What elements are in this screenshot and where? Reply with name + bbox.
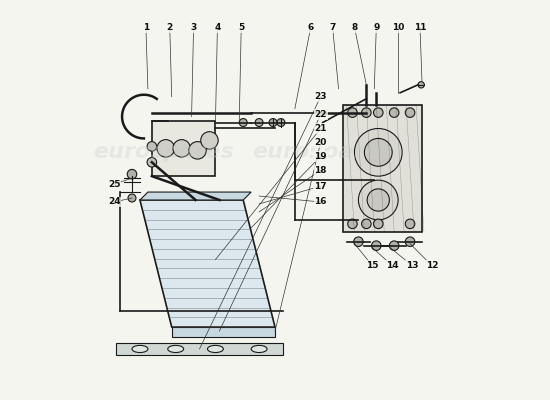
Text: 22: 22 [315,110,327,119]
Circle shape [389,241,399,250]
Text: 25: 25 [108,180,120,189]
Text: 10: 10 [392,23,404,32]
Circle shape [269,118,277,126]
Circle shape [201,132,218,149]
Circle shape [405,219,415,228]
Text: 7: 7 [329,23,336,32]
Text: 1: 1 [143,23,149,32]
Circle shape [373,108,383,117]
Polygon shape [116,343,283,355]
Circle shape [348,219,358,228]
Ellipse shape [207,345,223,352]
Text: 2: 2 [167,23,173,32]
Text: 5: 5 [238,23,244,32]
Circle shape [361,219,371,228]
Circle shape [239,118,247,126]
Text: 8: 8 [351,23,358,32]
Circle shape [373,219,383,228]
Text: 19: 19 [315,152,327,161]
Bar [343,105,422,232]
Text: 4: 4 [214,23,221,32]
Polygon shape [140,192,251,200]
Circle shape [372,241,381,250]
Text: 21: 21 [315,124,327,133]
Polygon shape [140,200,275,327]
Circle shape [277,118,285,126]
Circle shape [405,237,415,246]
Text: 23: 23 [315,92,327,101]
Circle shape [354,237,363,246]
Polygon shape [172,327,275,337]
Circle shape [354,128,402,176]
Circle shape [255,118,263,126]
Text: 24: 24 [108,198,120,206]
Circle shape [128,194,136,202]
Circle shape [157,140,174,157]
Text: 13: 13 [406,261,419,270]
Circle shape [147,142,157,151]
Ellipse shape [132,345,148,352]
Bar [152,120,216,176]
Circle shape [127,170,137,179]
Circle shape [405,108,415,117]
Circle shape [418,82,425,88]
Text: 6: 6 [307,23,314,32]
Text: 20: 20 [315,138,327,147]
Circle shape [361,108,371,117]
Ellipse shape [251,345,267,352]
Text: 18: 18 [315,166,327,175]
Circle shape [348,108,358,117]
Circle shape [389,108,399,117]
Text: 11: 11 [414,23,426,32]
Circle shape [173,140,190,157]
Text: eurospares: eurospares [94,142,234,162]
Text: 12: 12 [426,261,438,270]
Text: eurospares: eurospares [252,142,393,162]
Circle shape [189,142,206,159]
Circle shape [367,189,389,211]
Circle shape [359,180,398,220]
Text: 14: 14 [386,261,399,270]
Text: 9: 9 [373,23,380,32]
Text: 15: 15 [366,261,378,270]
Text: 17: 17 [315,182,327,190]
Text: 16: 16 [315,198,327,206]
Circle shape [365,138,392,166]
Ellipse shape [168,345,184,352]
Circle shape [147,158,157,167]
Text: 3: 3 [190,23,197,32]
